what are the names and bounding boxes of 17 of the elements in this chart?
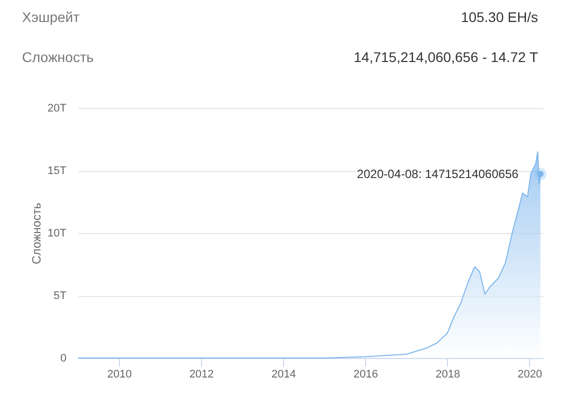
x-tick-label: 2018 <box>436 368 460 380</box>
y-tick-label: 0 <box>60 352 66 364</box>
x-tick-label: 2012 <box>189 368 214 380</box>
annotation: 2020-04-08: 14715214060656 <box>356 167 519 182</box>
x-tick-label: 2010 <box>107 368 132 380</box>
y-tick-label: 10T <box>48 228 67 240</box>
y-tick-label: 5T <box>54 290 67 302</box>
y-tick-label: 20T <box>48 102 67 114</box>
x-tick-label: 2016 <box>353 368 378 380</box>
y-axis-title: Сложность <box>30 202 44 264</box>
text: Хэшрейт <box>22 9 80 25</box>
text: 105.30 EH/s <box>460 9 538 25</box>
y-tick-label: 15T <box>48 165 67 177</box>
text: Сложность <box>22 49 94 65</box>
x-tick-label: 2014 <box>271 368 296 380</box>
text: 14,715,214,060,656 - 14.72 T <box>354 49 538 65</box>
x-tick-label: 2020 <box>518 368 542 380</box>
